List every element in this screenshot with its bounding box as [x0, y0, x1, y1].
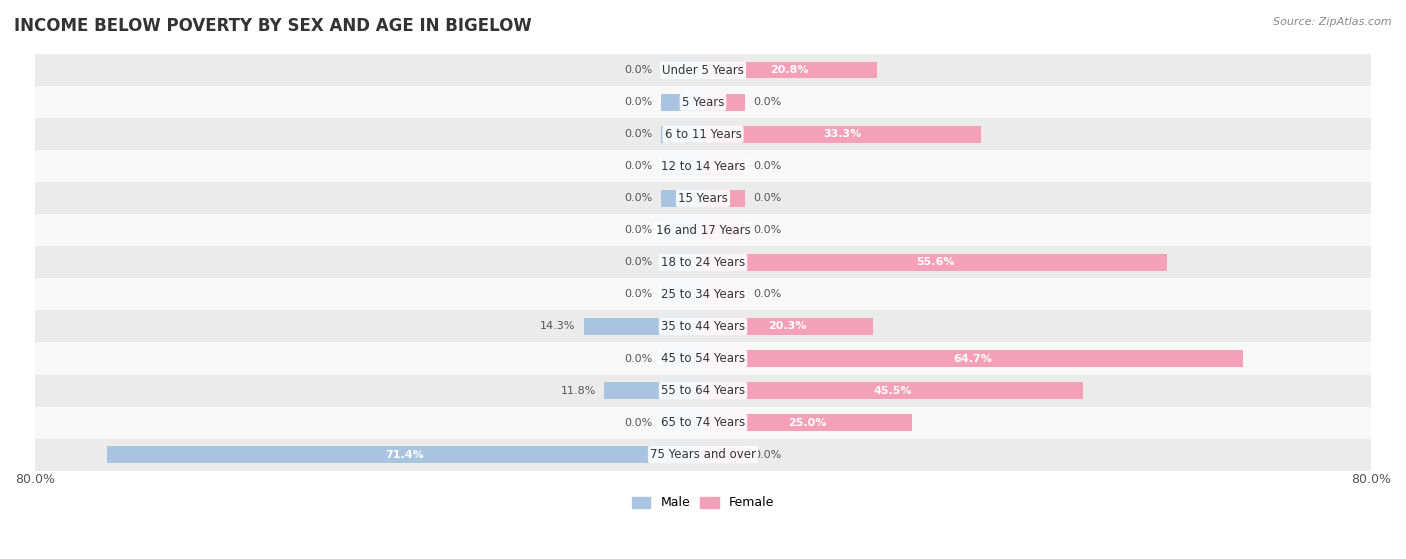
Bar: [703, 126, 981, 143]
Text: 14.3%: 14.3%: [540, 321, 575, 331]
Text: 12 to 14 Years: 12 to 14 Years: [661, 160, 745, 173]
Text: 25 to 34 Years: 25 to 34 Years: [661, 288, 745, 301]
Text: 65 to 74 Years: 65 to 74 Years: [661, 416, 745, 429]
Text: 64.7%: 64.7%: [953, 353, 993, 363]
Bar: [703, 94, 745, 111]
Text: 0.0%: 0.0%: [754, 193, 782, 203]
Bar: [703, 318, 873, 335]
Text: 0.0%: 0.0%: [624, 161, 652, 171]
Bar: [35, 150, 1371, 182]
Bar: [661, 350, 703, 367]
Text: 0.0%: 0.0%: [624, 225, 652, 235]
Text: 0.0%: 0.0%: [754, 97, 782, 107]
Bar: [703, 222, 745, 239]
Text: 20.8%: 20.8%: [770, 65, 808, 75]
Bar: [661, 158, 703, 174]
Bar: [703, 286, 745, 303]
Bar: [661, 94, 703, 111]
Bar: [703, 158, 745, 174]
Bar: [35, 247, 1371, 278]
Bar: [661, 254, 703, 271]
Text: 55 to 64 Years: 55 to 64 Years: [661, 384, 745, 397]
Bar: [605, 382, 703, 399]
Bar: [35, 214, 1371, 247]
Text: 0.0%: 0.0%: [754, 290, 782, 300]
Text: 33.3%: 33.3%: [823, 129, 860, 139]
Bar: [661, 62, 703, 78]
Text: 25.0%: 25.0%: [789, 418, 827, 428]
Bar: [35, 406, 1371, 439]
Text: 20.3%: 20.3%: [769, 321, 807, 331]
Text: 0.0%: 0.0%: [624, 193, 652, 203]
Text: 55.6%: 55.6%: [915, 257, 955, 267]
Text: 0.0%: 0.0%: [624, 290, 652, 300]
Text: 15 Years: 15 Years: [678, 192, 728, 205]
Bar: [35, 278, 1371, 310]
Text: 35 to 44 Years: 35 to 44 Years: [661, 320, 745, 333]
Bar: [107, 446, 703, 463]
Text: 6 to 11 Years: 6 to 11 Years: [665, 127, 741, 141]
Text: 75 Years and over: 75 Years and over: [650, 448, 756, 461]
Bar: [703, 382, 1083, 399]
Text: 45.5%: 45.5%: [873, 386, 912, 396]
Bar: [35, 343, 1371, 375]
Bar: [661, 286, 703, 303]
Text: 16 and 17 Years: 16 and 17 Years: [655, 224, 751, 237]
Bar: [703, 190, 745, 207]
Text: INCOME BELOW POVERTY BY SEX AND AGE IN BIGELOW: INCOME BELOW POVERTY BY SEX AND AGE IN B…: [14, 17, 531, 35]
Text: 0.0%: 0.0%: [754, 161, 782, 171]
Bar: [703, 254, 1167, 271]
Bar: [661, 414, 703, 431]
Text: Under 5 Years: Under 5 Years: [662, 64, 744, 77]
Bar: [35, 182, 1371, 214]
Text: Source: ZipAtlas.com: Source: ZipAtlas.com: [1274, 17, 1392, 27]
Bar: [35, 439, 1371, 471]
Bar: [703, 446, 745, 463]
Text: 11.8%: 11.8%: [561, 386, 596, 396]
Text: 71.4%: 71.4%: [385, 449, 425, 459]
Bar: [703, 350, 1243, 367]
Text: 0.0%: 0.0%: [624, 97, 652, 107]
Bar: [35, 86, 1371, 118]
Bar: [661, 190, 703, 207]
Legend: Male, Female: Male, Female: [627, 491, 779, 514]
Text: 0.0%: 0.0%: [624, 129, 652, 139]
Bar: [35, 310, 1371, 343]
Bar: [703, 62, 877, 78]
Bar: [661, 126, 703, 143]
Bar: [583, 318, 703, 335]
Text: 18 to 24 Years: 18 to 24 Years: [661, 256, 745, 269]
Text: 0.0%: 0.0%: [624, 418, 652, 428]
Bar: [661, 222, 703, 239]
Text: 0.0%: 0.0%: [754, 449, 782, 459]
Text: 0.0%: 0.0%: [754, 225, 782, 235]
Bar: [703, 414, 911, 431]
Text: 0.0%: 0.0%: [624, 353, 652, 363]
Bar: [35, 375, 1371, 406]
Text: 45 to 54 Years: 45 to 54 Years: [661, 352, 745, 365]
Text: 0.0%: 0.0%: [624, 257, 652, 267]
Bar: [35, 54, 1371, 86]
Text: 5 Years: 5 Years: [682, 96, 724, 108]
Bar: [35, 118, 1371, 150]
Text: 0.0%: 0.0%: [624, 65, 652, 75]
